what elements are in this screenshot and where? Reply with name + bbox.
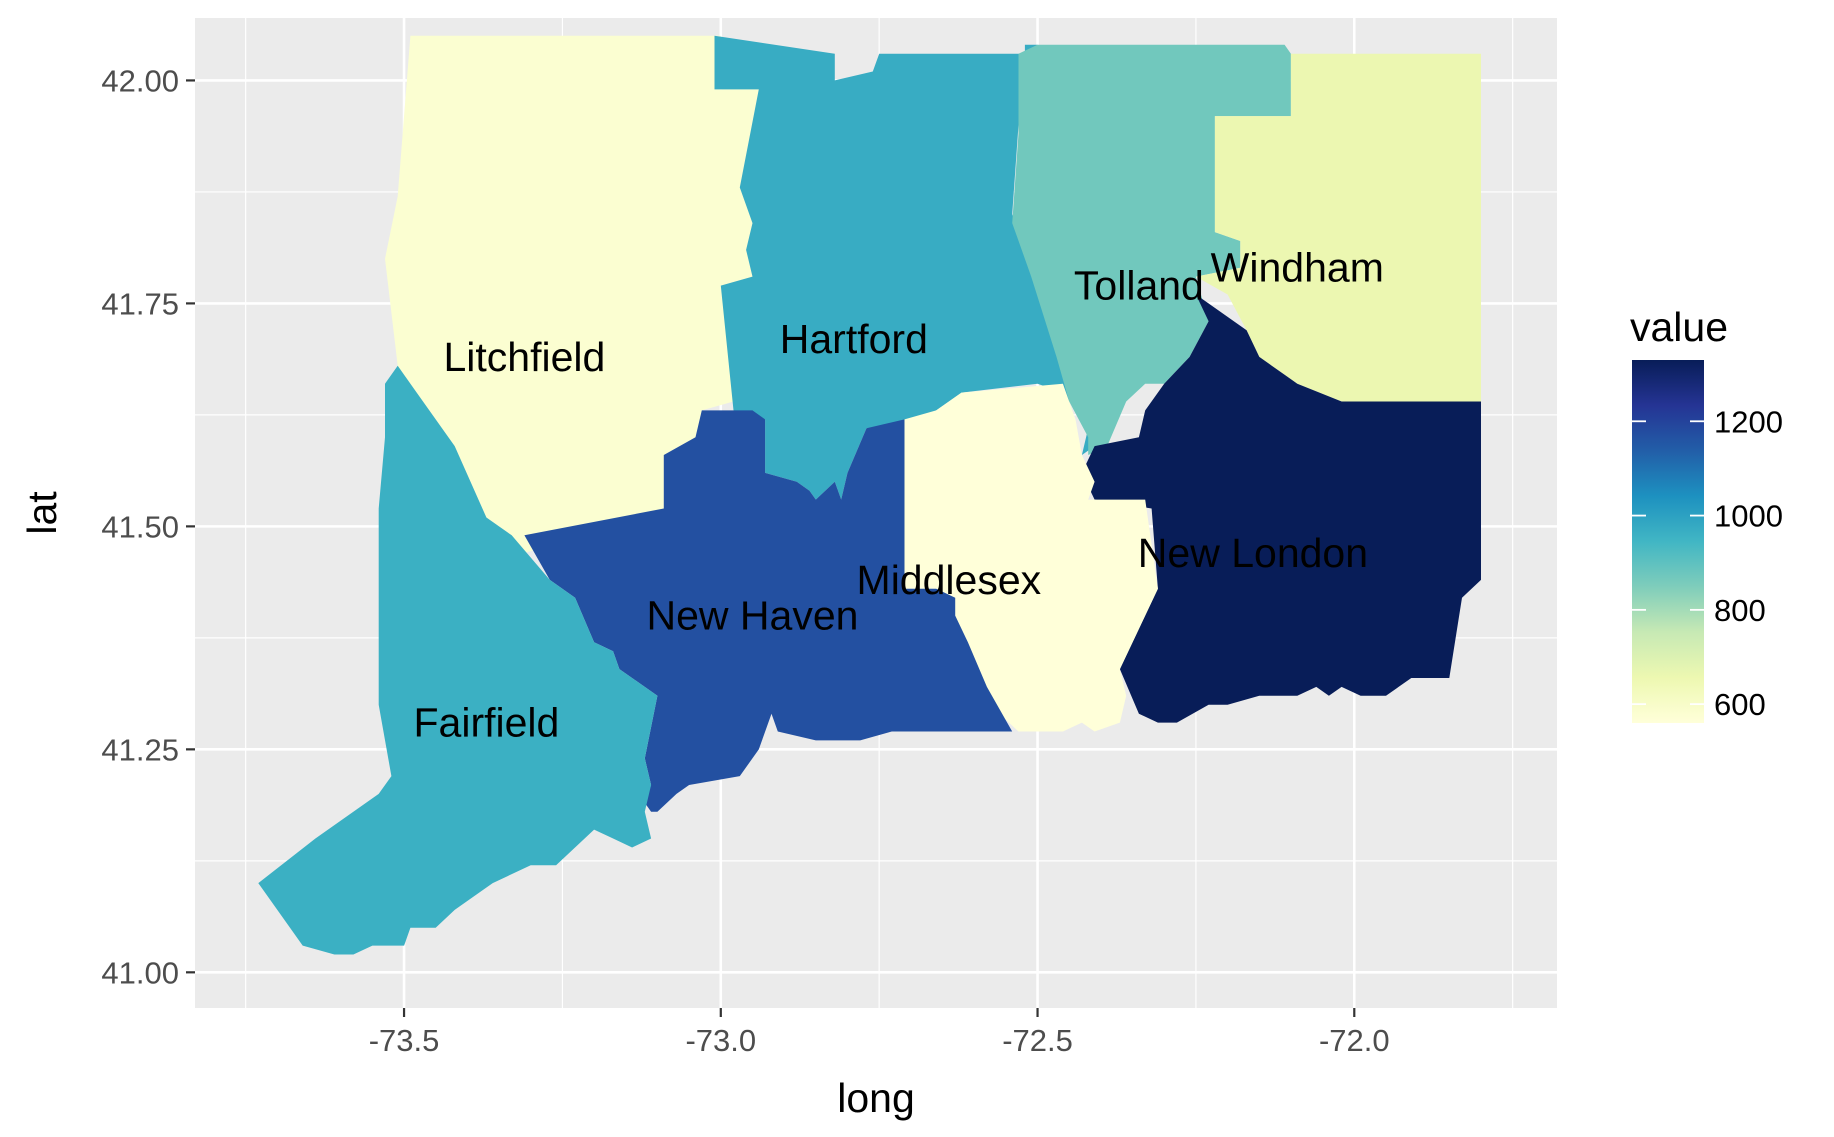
y-tick-label: 41.50	[101, 509, 179, 544]
legend-tick-label: 1200	[1714, 404, 1783, 439]
y-tick-label: 41.25	[101, 732, 179, 767]
county-label-hartford: Hartford	[780, 316, 928, 362]
county-regions	[258, 35, 1481, 955]
county-label-new-haven: New Haven	[647, 593, 859, 639]
y-tick-label: 41.75	[101, 286, 179, 321]
county-label-new-london: New London	[1138, 530, 1368, 576]
county-labels: Litchfield Hartford Tolland Windham New Lond…	[413, 245, 1383, 746]
county-label-middlesex: Middlesex	[857, 557, 1042, 603]
county-litchfield	[385, 35, 759, 554]
county-label-tolland: Tolland	[1074, 263, 1204, 309]
y-axis-title: lat	[19, 491, 65, 535]
county-middlesex	[904, 383, 1158, 732]
county-new-london	[1081, 294, 1481, 723]
legend-tick-label: 1000	[1714, 499, 1783, 534]
y-axis: 41.00 41.25 41.50 41.75 42.00	[101, 63, 195, 990]
county-label-fairfield: Fairfield	[413, 700, 559, 746]
legend-title: value	[1630, 304, 1728, 350]
x-axis: -73.5 -73.0 -72.5 -72.0	[369, 1008, 1390, 1058]
county-windham	[1195, 53, 1481, 402]
x-tick-label: -72.5	[1002, 1023, 1073, 1058]
legend-colorbar	[1632, 360, 1704, 723]
legend-ticks: 600 800 1000 1200	[1632, 404, 1783, 722]
county-fairfield	[258, 365, 658, 955]
x-tick-label: -73.0	[685, 1023, 756, 1058]
y-tick-label: 41.00	[101, 955, 179, 990]
x-tick-label: -72.0	[1319, 1023, 1390, 1058]
county-label-windham: Windham	[1211, 245, 1384, 291]
legend-tick-label: 800	[1714, 593, 1766, 628]
x-axis-title: long	[837, 1075, 915, 1121]
county-tolland	[1012, 44, 1291, 456]
x-tick-label: -73.5	[369, 1023, 440, 1058]
y-tick-label: 42.00	[101, 63, 179, 98]
county-label-litchfield: Litchfield	[443, 334, 605, 380]
color-legend: value 600 800 1000 1200	[1630, 304, 1783, 723]
legend-tick-label: 600	[1714, 687, 1766, 722]
county-hartford	[714, 35, 1108, 500]
county-new-haven	[524, 410, 1013, 812]
